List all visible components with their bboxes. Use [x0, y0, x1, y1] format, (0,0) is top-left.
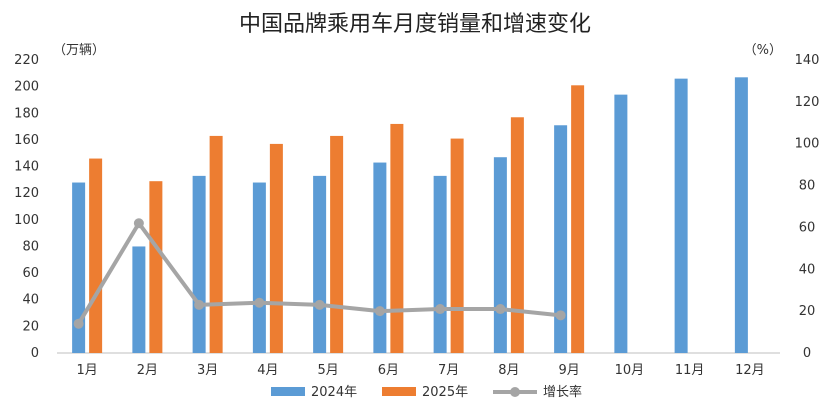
right-tick-label: 20 [799, 304, 816, 319]
right-axis-unit: （%） [744, 43, 782, 58]
left-tick-label: 40 [22, 293, 39, 308]
x-tick-label: 7月 [438, 363, 459, 378]
bar-2024年-2月 [132, 246, 146, 353]
legend-swatch-marker [510, 387, 520, 397]
x-tick-label: 3月 [197, 363, 218, 378]
bar-2025年-1月 [89, 158, 103, 353]
line-point-增长率 [73, 318, 84, 329]
bar-2024年-3月 [192, 175, 206, 353]
bar-2024年-9月 [554, 125, 568, 353]
legend-swatch-2024年 [271, 387, 305, 396]
left-tick-label: 200 [14, 80, 39, 95]
x-tick-label: 2月 [137, 363, 158, 378]
bar-2025年-2月 [149, 181, 163, 353]
left-tick-label: 60 [22, 266, 39, 281]
x-tick-label: 8月 [498, 363, 519, 378]
line-point-增长率 [374, 306, 385, 317]
left-tick-label: 140 [14, 160, 39, 175]
left-tick-label: 120 [14, 186, 39, 201]
legend-label: 2024年 [311, 385, 357, 400]
line-point-增长率 [555, 310, 566, 321]
bar-2025年-5月 [330, 135, 344, 353]
x-tick-label: 9月 [558, 363, 579, 378]
bar-2024年-12月 [734, 77, 748, 354]
left-tick-label: 0 [31, 346, 39, 361]
legend-label: 增长率 [543, 384, 582, 400]
line-point-增长率 [194, 299, 205, 310]
x-tick-label: 10月 [615, 363, 645, 378]
x-tick-label: 5月 [317, 363, 338, 378]
bar-2025年-3月 [209, 135, 223, 353]
line-point-增长率 [314, 299, 325, 310]
bar-2024年-11月 [674, 78, 688, 354]
right-tick-label: 80 [799, 179, 816, 194]
legend: 2024年 2025年 增长率 [271, 384, 582, 400]
x-tick-label: 4月 [257, 363, 278, 378]
bar-2024年-10月 [614, 94, 628, 354]
left-tick-label: 100 [14, 213, 39, 228]
right-tick-label: 120 [795, 95, 820, 110]
bar-2025年-9月 [571, 85, 585, 354]
bar-2025年-7月 [450, 138, 464, 353]
line-point-增长率 [495, 304, 506, 315]
left-axis-unit: （万辆） [53, 43, 105, 58]
bar-2024年-1月 [72, 182, 86, 353]
x-tick-label: 1月 [76, 363, 97, 378]
line-point-增长率 [254, 297, 265, 308]
right-tick-label: 140 [795, 53, 820, 68]
chart-title: 中国品牌乘用车月度销量和增速变化 [239, 12, 591, 37]
legend-swatch-2025年 [382, 387, 416, 396]
bar-2025年-4月 [269, 143, 283, 353]
right-tick-label: 100 [795, 137, 820, 152]
bar-2024年-6月 [373, 162, 387, 353]
right-tick-label: 40 [799, 262, 816, 277]
bar-2024年-5月 [313, 175, 327, 353]
bar-2024年-7月 [433, 175, 447, 353]
left-tick-label: 20 [22, 319, 39, 334]
x-tick-label: 12月 [735, 363, 765, 378]
left-tick-label: 220 [14, 53, 39, 68]
legend-label: 2025年 [422, 385, 468, 400]
plot-area: 0 20 40 60 80 100 120 140 160 180 200 220 0 20 40 60 80 1… [14, 53, 819, 378]
bar-2024年-4月 [252, 182, 266, 353]
right-tick-label: 0 [803, 346, 811, 361]
left-tick-label: 160 [14, 133, 39, 148]
right-tick-label: 60 [799, 220, 816, 235]
left-tick-label: 180 [14, 106, 39, 121]
x-tick-label: 11月 [675, 363, 705, 378]
bar-2024年-8月 [493, 157, 507, 353]
bar-2025年-6月 [390, 123, 404, 353]
bar-2025年-8月 [510, 117, 524, 353]
line-point-增长率 [133, 218, 144, 229]
line-point-增长率 [435, 304, 446, 315]
left-tick-label: 80 [22, 239, 39, 254]
x-tick-label: 6月 [378, 363, 399, 378]
